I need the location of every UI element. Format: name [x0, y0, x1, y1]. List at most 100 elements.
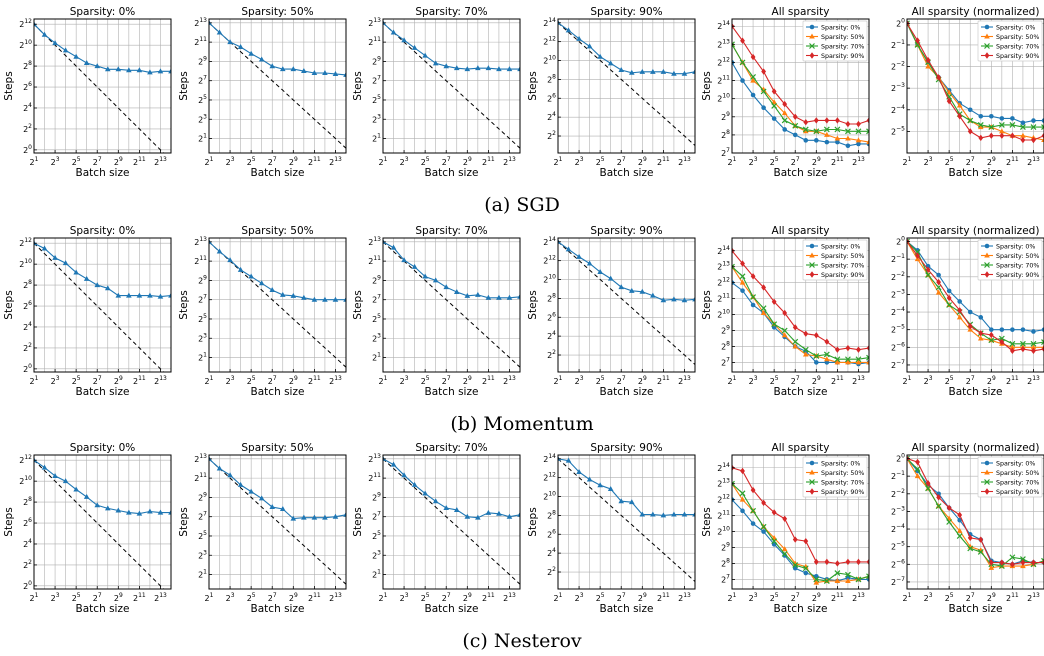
- x-tick-label: 29: [638, 592, 647, 603]
- x-axis-label: Batch size: [774, 386, 828, 398]
- plot-frame: [208, 454, 347, 590]
- x-tick-label: 25: [247, 592, 256, 603]
- data-point: [999, 132, 1005, 139]
- data-point: [453, 506, 460, 512]
- data-point: [216, 465, 223, 471]
- x-tick-label: 25: [596, 156, 605, 167]
- legend: Sparsity: 0% Sparsity: 50% Sparsity: 70% Sp…: [977, 456, 1043, 498]
- data-point: [216, 29, 223, 35]
- y-tick-label: 2−5: [891, 541, 905, 552]
- x-tick-label: 211: [482, 375, 495, 386]
- data-point: [269, 287, 276, 293]
- data-point: [946, 97, 952, 105]
- data-point: [1009, 132, 1015, 139]
- data-point: [1031, 136, 1036, 144]
- data-point: [660, 512, 667, 518]
- y-tick-label: 27: [198, 75, 207, 86]
- data-point: [237, 266, 244, 272]
- legend-label: Sparsity: 90%: [821, 272, 864, 279]
- data-point: [496, 294, 502, 300]
- data-point: [1020, 327, 1026, 332]
- x-tick-label: 21: [728, 156, 737, 167]
- data-point: [946, 302, 953, 308]
- data-point: [967, 107, 973, 113]
- data-point: [998, 335, 1005, 342]
- legend-label: Sparsity: 50%: [821, 253, 864, 260]
- x-tick-label: 213: [329, 375, 342, 386]
- y-tick-label: 213: [368, 453, 381, 464]
- y-tick-label: 26: [547, 92, 556, 103]
- y-tick-label: 211: [717, 75, 730, 86]
- chart-panel: 21 23 25 27 29 211 213 21 23 25 27 29 211 213 Sparsity…: [178, 6, 347, 179]
- data-point: [946, 89, 952, 95]
- y-tick-label: 28: [547, 73, 556, 84]
- legend-marker: [984, 262, 990, 268]
- y-axis-label: Steps: [527, 507, 539, 536]
- legend-marker: [984, 243, 990, 249]
- x-tick-label: 213: [1027, 375, 1040, 386]
- x-axis-label: Batch size: [425, 167, 479, 179]
- data-point: [576, 253, 582, 259]
- data-point: [401, 472, 407, 478]
- legend: Sparsity: 0% Sparsity: 50% Sparsity: 70% Sp…: [802, 20, 868, 62]
- data-point: [967, 534, 973, 542]
- data-point: [104, 285, 111, 291]
- data-point: [813, 128, 820, 135]
- data-point: [1041, 124, 1044, 130]
- y-axis-label: Steps: [352, 71, 364, 100]
- data-point: [517, 293, 520, 299]
- series-0: [383, 19, 520, 72]
- data-point: [343, 296, 346, 302]
- data-point: [866, 117, 869, 124]
- y-tick-label: 2−1: [891, 470, 905, 481]
- data-point: [946, 519, 953, 525]
- data-point: [792, 324, 798, 331]
- data-point: [814, 360, 819, 365]
- data-point: [761, 284, 767, 291]
- data-point: [834, 346, 840, 353]
- x-tick-label: 27: [617, 592, 626, 603]
- data-point: [597, 53, 603, 59]
- x-tick-label: 25: [945, 592, 954, 603]
- data-point: [41, 245, 48, 251]
- data-point: [855, 359, 862, 365]
- data-point: [422, 490, 428, 496]
- y-tick-label: 210: [19, 475, 32, 486]
- y-tick-label: 210: [19, 39, 32, 50]
- x-tick-label: 23: [575, 375, 584, 386]
- data-point: [73, 269, 79, 275]
- data-point: [34, 240, 37, 246]
- series-0: [34, 21, 171, 75]
- x-axis-label: Batch size: [76, 386, 130, 398]
- series-line: [907, 458, 1044, 567]
- data-point: [618, 66, 625, 72]
- chart-panel: 21 23 25 27 29 211 213 22 24 26 28 210 212 214 Sparsit…: [527, 225, 696, 398]
- chart-title: Sparsity: 90%: [590, 225, 662, 237]
- series-2: [907, 238, 1044, 347]
- y-tick-label: 28: [721, 340, 730, 351]
- series-3: [907, 238, 1044, 355]
- y-tick-label: 2−4: [891, 104, 905, 115]
- y-tick-label: 2−1: [891, 253, 905, 264]
- x-tick-label: 25: [770, 375, 779, 386]
- data-point: [771, 102, 778, 109]
- x-tick-label: 29: [463, 375, 472, 386]
- y-tick-label: 2−5: [891, 324, 905, 335]
- data-point: [628, 69, 635, 75]
- x-tick-label: 211: [657, 375, 670, 386]
- data-point: [390, 244, 397, 250]
- data-point: [576, 35, 582, 41]
- data-point: [464, 292, 471, 298]
- data-point: [332, 513, 339, 519]
- data-point: [1041, 345, 1044, 353]
- data-point: [1020, 345, 1026, 353]
- legend-marker: [984, 271, 990, 278]
- data-point: [168, 509, 171, 515]
- data-point: [168, 68, 171, 74]
- x-tick-label: 213: [1027, 592, 1040, 603]
- legend-label: Sparsity: 0%: [996, 24, 1035, 31]
- y-tick-label: 2−3: [891, 505, 905, 516]
- data-point: [834, 126, 841, 133]
- data-point: [401, 37, 407, 43]
- legend-marker: [809, 43, 815, 49]
